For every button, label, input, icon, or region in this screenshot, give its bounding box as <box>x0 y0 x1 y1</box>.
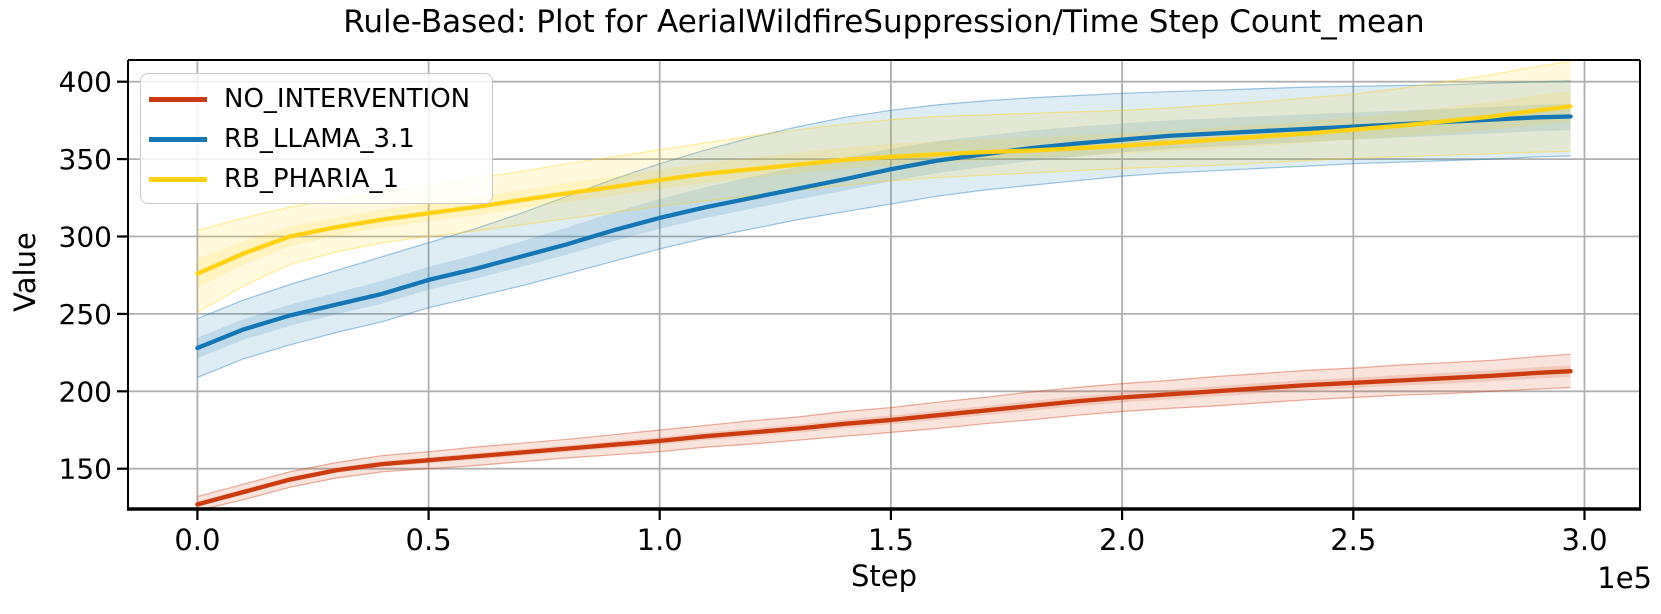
y-tick-label-200: 200 <box>59 375 112 408</box>
x-tick-label-2: 2.0 <box>1099 523 1145 557</box>
legend-swatch-RB_PHARIA_1 <box>149 176 207 182</box>
x-tick-label-0.5: 0.5 <box>406 523 452 557</box>
y-tick-label-400: 400 <box>59 66 112 99</box>
series-line-NO_INTERVENTION <box>195 369 1573 507</box>
legend-item-RB_PHARIA_1: RB_PHARIA_1 <box>149 159 492 199</box>
legend-swatch-RB_LLAMA_3.1 <box>149 136 207 142</box>
series-band-edge-top-NO_INTERVENTION <box>197 353 1571 498</box>
x-tick-label-1.5: 1.5 <box>868 523 914 557</box>
legend-swatch-NO_INTERVENTION <box>149 96 207 102</box>
series-band-inner-NO_INTERVENTION <box>197 365 1571 507</box>
legend-item-NO_INTERVENTION: NO_INTERVENTION <box>149 79 492 119</box>
series-band-inner-RB_LLAMA_3.1 <box>197 104 1571 359</box>
y-tick-label-150: 150 <box>59 453 112 486</box>
y-tick-label-250: 250 <box>59 298 112 331</box>
x-axis-label: Step <box>850 559 918 593</box>
series-band-edge-bottom-RB_PHARIA_1 <box>197 150 1571 313</box>
legend-item-RB_LLAMA_3.1: RB_LLAMA_3.1 <box>149 119 492 159</box>
series-band-NO_INTERVENTION <box>197 354 1571 511</box>
x-tick-label-2.5: 2.5 <box>1330 523 1376 557</box>
x-tick-label-3: 3.0 <box>1561 523 1607 557</box>
x-axis-offset-label: 1e5 <box>1597 561 1652 595</box>
y-axis-label: Value <box>8 232 42 312</box>
legend-label: RB_PHARIA_1 <box>224 164 399 194</box>
series-band-RB_LLAMA_3.1 <box>197 80 1571 378</box>
y-tick-label-350: 350 <box>59 143 112 176</box>
y-tick-label-300: 300 <box>59 221 112 254</box>
legend-label: NO_INTERVENTION <box>224 84 471 114</box>
series-band-RB_PHARIA_1 <box>197 61 1571 313</box>
legend-label: RB_LLAMA_3.1 <box>224 124 415 154</box>
series-line-RB_LLAMA_3.1 <box>195 114 1573 351</box>
series-band-edge-bottom-NO_INTERVENTION <box>197 386 1571 512</box>
x-tick-label-0: 0.0 <box>174 523 220 557</box>
chart-title: Rule-Based: Plot for AerialWildfireSuppr… <box>343 4 1425 40</box>
series-band-edge-top-RB_LLAMA_3.1 <box>197 80 1571 320</box>
legend: NO_INTERVENTION RB_LLAMA_3.1 RB_PHARIA_1 <box>140 73 493 204</box>
series-band-edge-bottom-RB_LLAMA_3.1 <box>197 155 1571 378</box>
x-tick-label-1: 1.0 <box>637 523 683 557</box>
series-line-RB_PHARIA_1 <box>195 104 1573 276</box>
